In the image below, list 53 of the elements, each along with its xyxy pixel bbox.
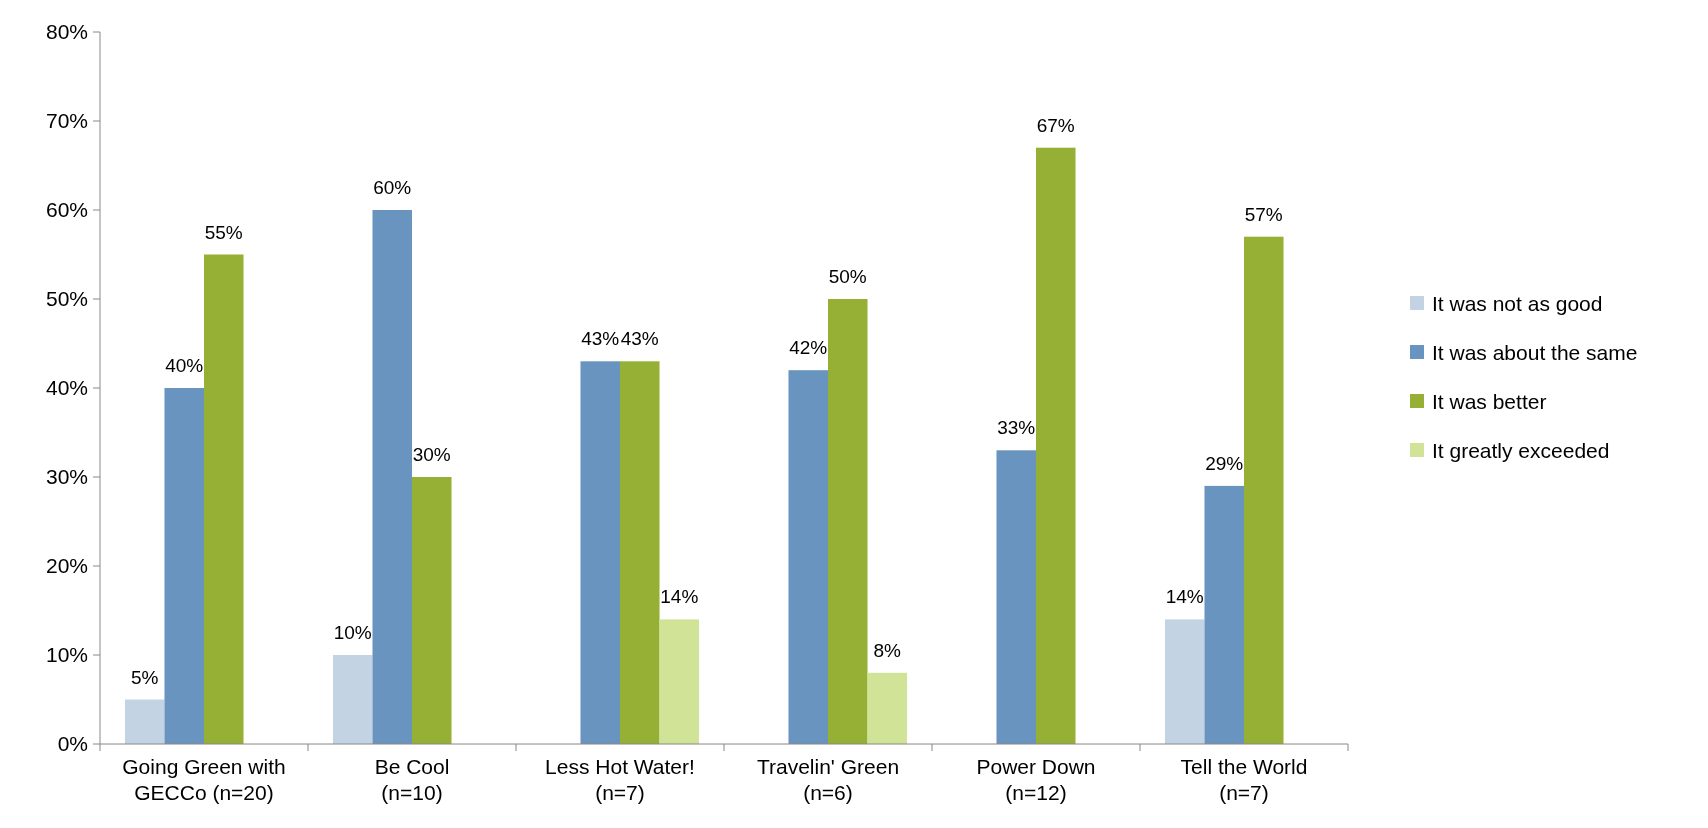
y-tick-label: 70%	[45, 109, 88, 133]
data-label: 14%	[1165, 586, 1204, 608]
data-label: 43%	[581, 328, 620, 350]
y-tick-label: 80%	[45, 20, 88, 44]
legend-label: It was not as good	[1432, 292, 1603, 316]
data-label: 67%	[1036, 114, 1075, 136]
bar	[996, 450, 1036, 744]
data-label: 50%	[828, 266, 867, 287]
y-tick-label: 30%	[45, 465, 88, 489]
data-label: 33%	[997, 417, 1036, 439]
bar	[620, 361, 660, 744]
data-label: 60%	[373, 177, 412, 198]
bar	[1204, 485, 1244, 744]
data-label: 43%	[620, 328, 659, 350]
x-tick-label: Travelin' Green (n=6)	[756, 755, 900, 804]
data-label: 42%	[789, 337, 828, 359]
y-tick-label: 50%	[45, 287, 88, 311]
y-tick-label: 40%	[45, 376, 88, 400]
legend-label: It was better	[1432, 390, 1547, 414]
bar	[867, 672, 908, 744]
legend-label: It greatly exceeded	[1432, 439, 1610, 463]
bar	[1036, 147, 1076, 744]
y-tick-label: 20%	[45, 554, 88, 578]
data-label: 8%	[873, 639, 902, 661]
y-tick-label: 0%	[57, 732, 88, 756]
x-tick-label: Less Hot Water! (n=7)	[545, 755, 695, 804]
x-tick-label: Power Down (n=12)	[976, 755, 1096, 804]
data-label: 29%	[1205, 452, 1244, 474]
bar	[1244, 236, 1284, 744]
data-label: 57%	[1244, 203, 1283, 225]
data-label: 55%	[204, 221, 243, 243]
bar	[1164, 619, 1205, 744]
bar	[412, 477, 452, 744]
x-tick-label: Be Cool (n=10)	[374, 755, 450, 804]
bar	[332, 655, 373, 744]
legend-label: It was about the same	[1432, 341, 1638, 365]
data-label: 10%	[333, 622, 372, 643]
y-tick-label: 60%	[45, 198, 88, 222]
bar	[788, 370, 828, 744]
bar	[204, 254, 244, 744]
data-label: 14%	[660, 586, 699, 608]
bar	[372, 210, 412, 744]
data-label: 30%	[412, 444, 451, 465]
bar	[124, 699, 165, 744]
x-tick-label: Tell the World (n=7)	[1180, 755, 1308, 804]
bar	[659, 619, 700, 744]
data-label: 5%	[130, 666, 159, 688]
bar	[828, 299, 868, 744]
bar	[164, 388, 204, 744]
data-label: 40%	[165, 355, 204, 376]
bar	[580, 361, 620, 744]
x-tick-label: Going Green with GECCo (n=20)	[122, 755, 286, 804]
y-tick-label: 10%	[45, 643, 88, 667]
